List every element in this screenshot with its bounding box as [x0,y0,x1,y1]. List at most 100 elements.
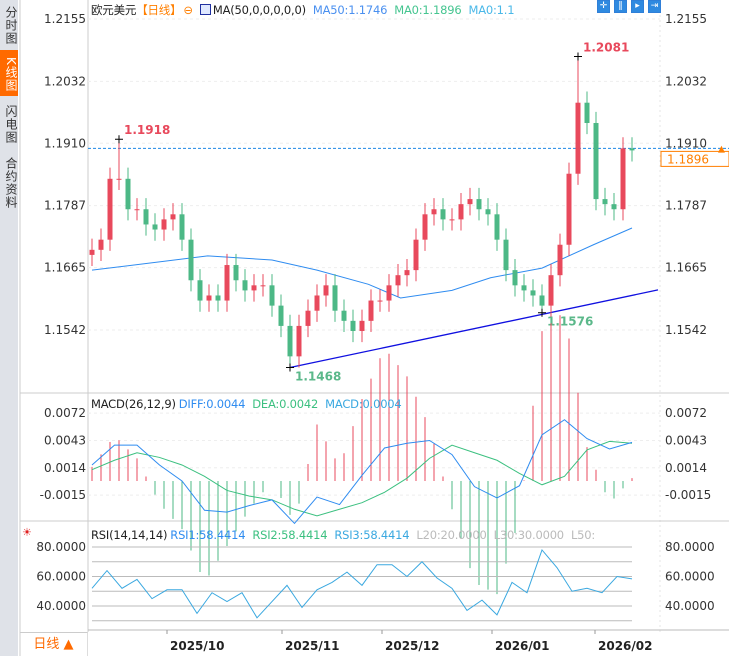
zoom-in-icon[interactable]: ▸ [631,0,644,13]
candle-body [332,285,338,311]
candle-body [323,285,329,296]
dea-value: DEA:0.0042 [252,397,319,411]
candle-body [431,209,437,215]
price-tick-left: 1.1910 [44,136,86,150]
diff-value: DIFF:0.0044 [178,397,246,411]
candle-body [521,285,527,291]
candle-body [368,300,374,321]
price-tick-left: 1.1787 [44,199,86,213]
candle-body [251,285,257,291]
macd-tick-left: -0.0015 [40,488,86,502]
candle-body [611,204,617,210]
candle-body [197,280,203,301]
indicator-icon[interactable] [199,4,211,15]
candle-body [224,265,230,301]
extreme-label: 1.2081 [583,41,629,55]
candle-body [305,310,311,326]
candle-body [134,209,140,211]
main-legend: 欧元美元【日线】 ⊖ MA(50,0,0,0,0,0) MA50:1.1746 MA0:… [91,2,521,18]
candle-body [107,178,113,240]
candle-body [602,199,608,205]
time-tick-label: 2026/02 [598,639,652,653]
candle-body [116,178,122,180]
macd-label: MACD(26,12,9) [91,397,176,411]
dea-line [91,440,633,517]
extreme-marker [286,363,294,372]
extreme-marker [538,308,546,317]
candle-body [458,204,464,220]
candle-body [161,219,167,230]
time-tick-label: 2026/01 [495,639,549,653]
settings-icon[interactable]: ⊖ [183,3,193,17]
macd-tick-left: 0.0043 [44,433,86,447]
tab-timeshare[interactable]: 分时图 [4,6,18,45]
macd-tick-right: -0.0015 [665,488,711,502]
candle-body [287,325,293,357]
candle-body [485,209,491,215]
extreme-label: 1.1918 [124,123,170,137]
candle-body [188,239,194,281]
rsi-tick-left: 40.0000 [36,599,86,613]
price-tick-right: 1.2032 [665,74,707,88]
tab-contract-info[interactable]: 合约资料 [4,156,18,209]
candle-body [386,285,392,301]
diff-line [91,419,633,525]
candle-body [512,270,518,286]
macd-value: MACD:0.0004 [325,397,402,411]
candle-body [566,173,572,245]
candle-body [260,285,266,287]
candle-body [152,224,158,230]
candle-body [575,102,581,174]
candle-body [557,244,563,276]
crosshair-icon[interactable]: ✛ [597,0,610,13]
period-button[interactable]: 日线 ▲ [20,632,88,656]
candle-body [314,295,320,311]
macd-legend: MACD(26,12,9) DIFF:0.0044 DEA:0.0042 MACD:0… [91,397,409,411]
candle-body [143,209,149,225]
rsi3-value: RSI3:58.4414 [334,528,410,542]
rsi-line [91,548,633,619]
ma0-value-b: MA0:1.1 [468,3,515,17]
candle-body [170,214,176,220]
price-tick-right: 1.1542 [665,323,707,337]
price-tick-right: 1.1910 [665,136,707,150]
l20-value: L20:20.0000 [416,528,487,542]
macd-tick-right: 0.0072 [665,406,707,420]
price-tick-right: 1.2155 [665,12,707,26]
candle-body [215,295,221,301]
rsi-settings-icon[interactable]: ☀ [22,526,32,539]
period-label: 【日线】 [136,3,182,17]
candle-body [269,285,275,306]
extreme-label: 1.1576 [547,315,593,329]
candle-body [278,305,284,326]
price-tick-left: 1.2155 [44,12,86,26]
tab-kline[interactable]: K线图 [0,50,18,96]
candle-body [242,280,248,291]
candle-body [413,239,419,271]
candle-body [296,325,302,357]
extreme-marker [574,52,582,61]
macd-tick-left: 0.0072 [44,406,86,420]
range-icon[interactable]: ‖ [614,0,627,13]
candle-body [125,178,131,210]
candle-body [449,219,455,221]
candle-body [422,214,428,240]
candle-body [89,249,95,255]
tab-flash[interactable]: 闪电图 [4,105,18,144]
ma0-value-a: MA0:1.1896 [394,3,462,17]
rsi-tick-right: 60.0000 [665,570,715,584]
view-sidebar: 分时图 K线图 闪电图 合约资料 [0,0,18,656]
extreme-label: 1.1468 [295,370,341,384]
candle-body [503,239,509,271]
price-tick-left: 1.1665 [44,261,86,275]
candle-body [629,148,635,151]
rsi-tick-right: 40.0000 [665,599,715,613]
rsi-tick-left: 60.0000 [36,570,86,584]
candle-body [98,239,104,250]
candle-body [539,295,545,306]
scroll-end-icon[interactable]: ⇥ [648,0,661,13]
rsi-label: RSI(14,14,14) [91,528,168,542]
candle-body [233,265,239,281]
time-tick-label: 2025/10 [170,639,224,653]
